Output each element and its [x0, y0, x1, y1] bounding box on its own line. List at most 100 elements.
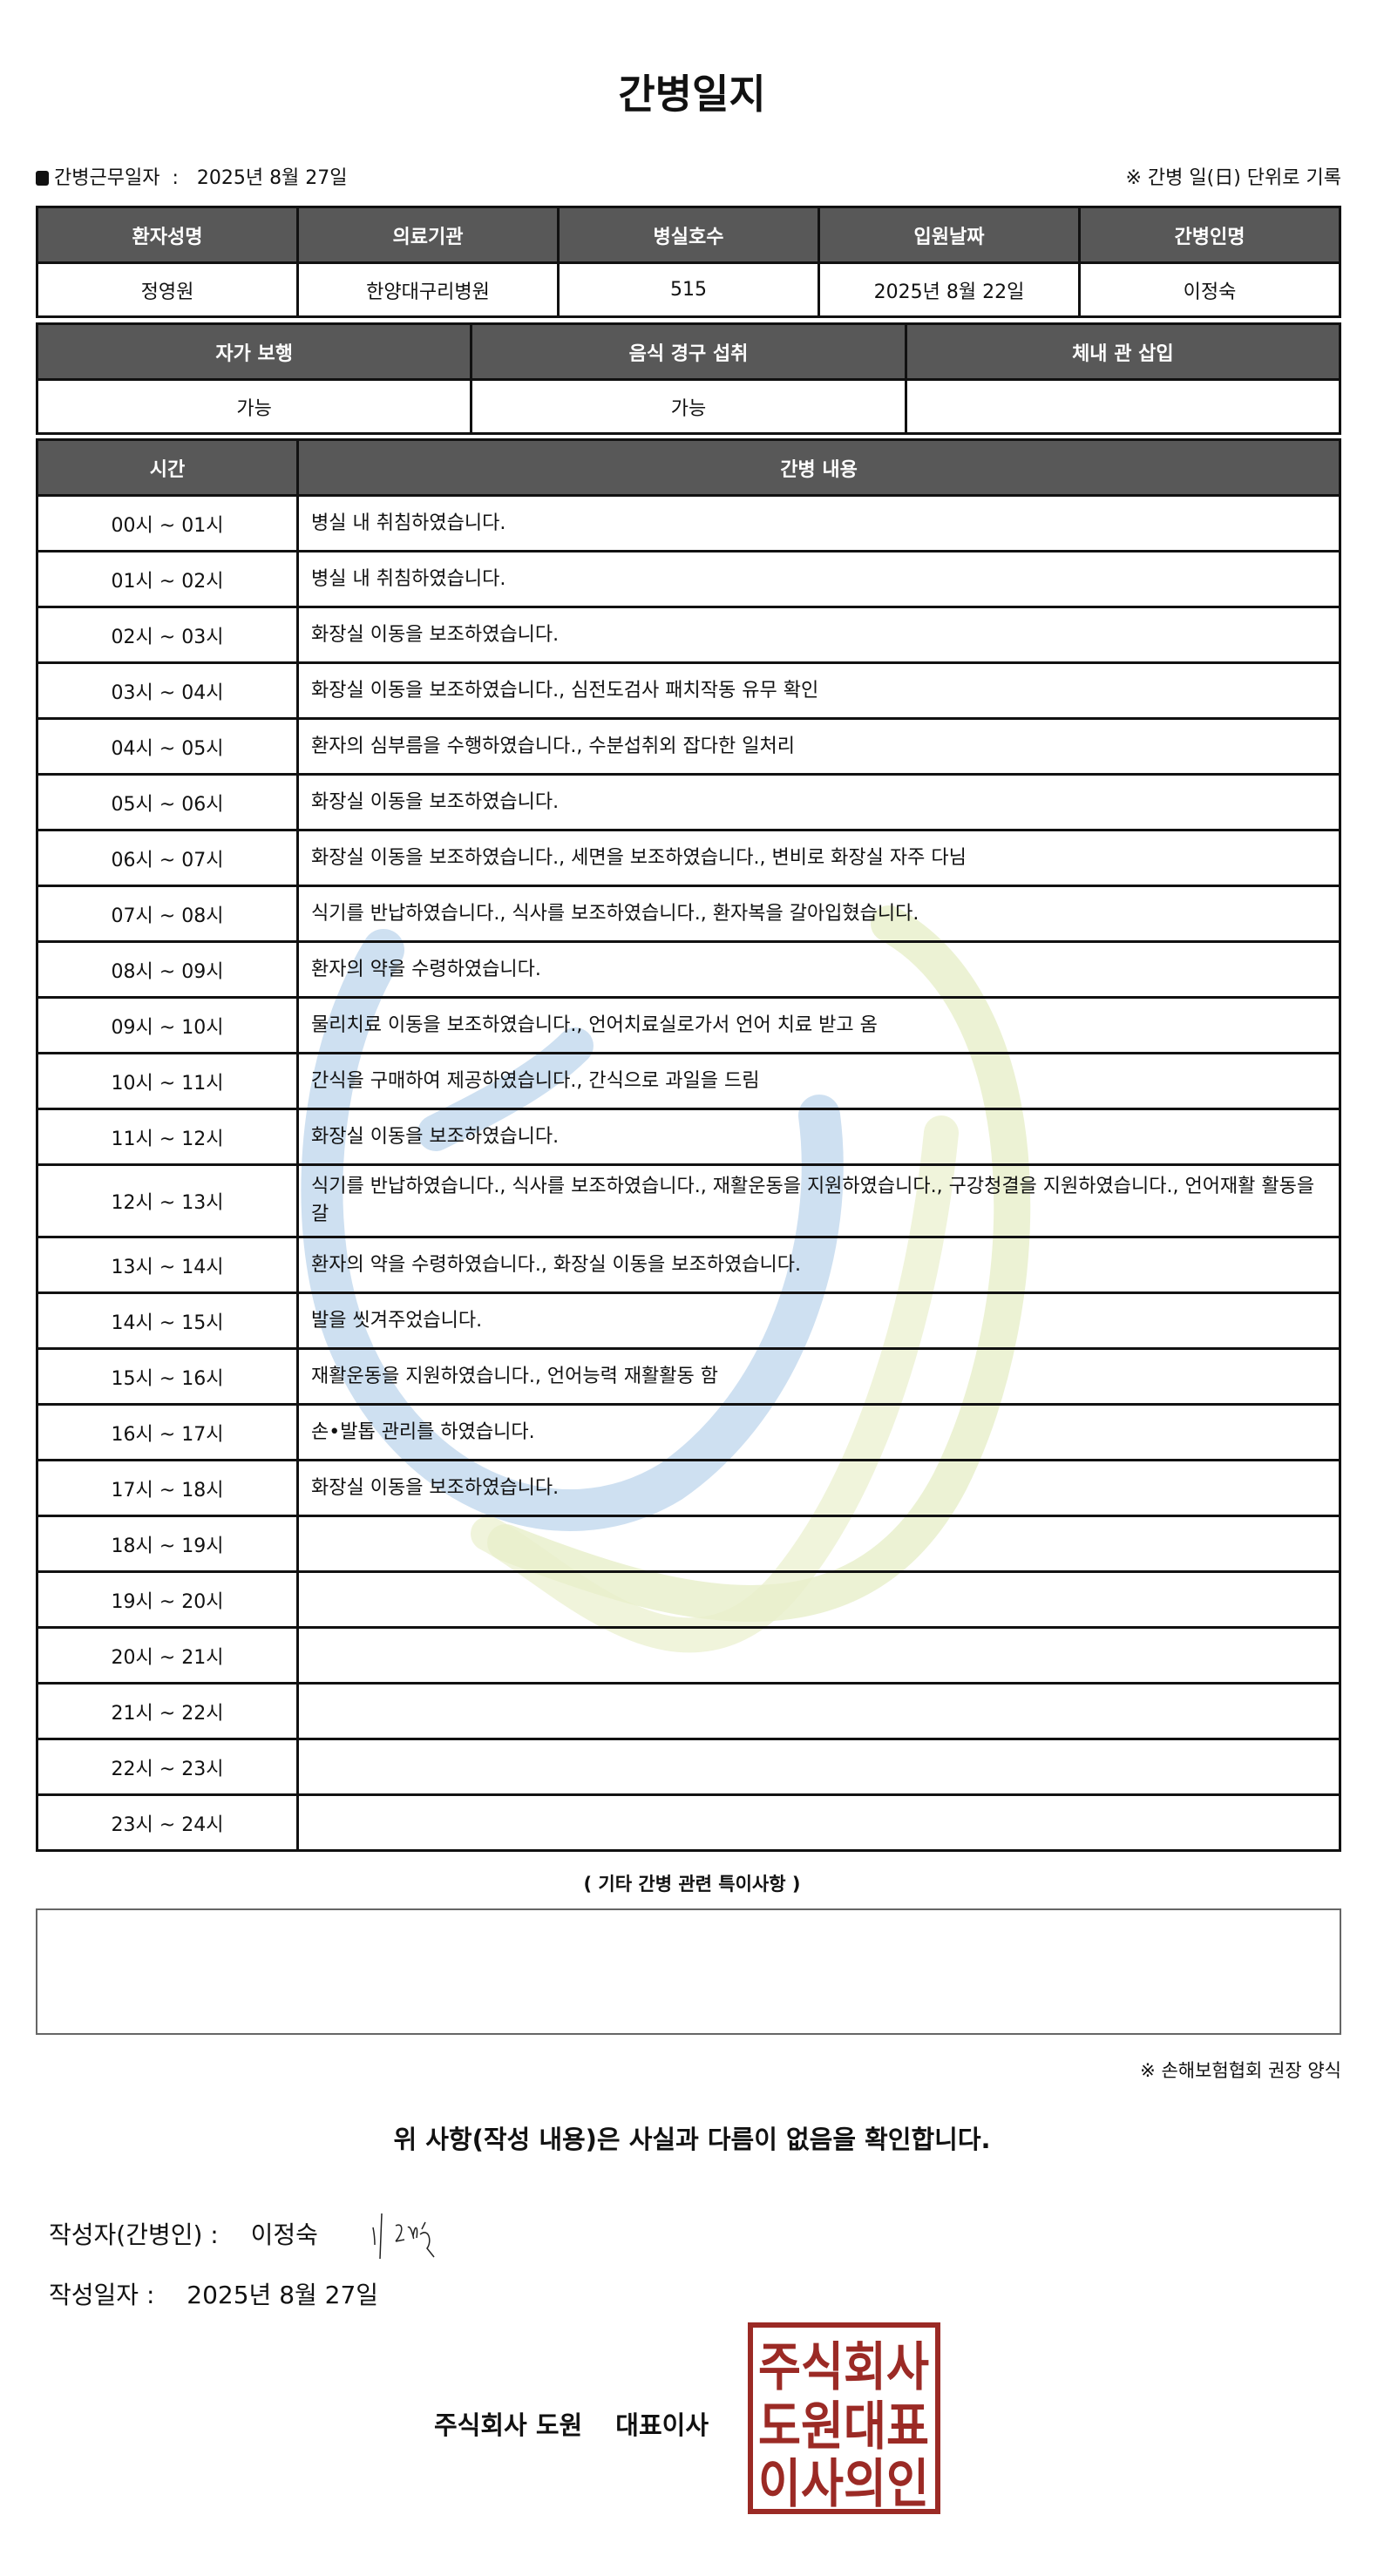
self-walking: 가능	[35, 378, 473, 435]
log-time: 09시 ~ 10시	[36, 996, 299, 1054]
log-content: 식기를 반납하였습니다., 식사를 보조하였습니다., 재활운동을 지원하였습니…	[296, 1163, 1341, 1238]
log-time: 23시 ~ 24시	[36, 1793, 299, 1852]
log-row: 09시 ~ 10시 물리치료 이동을 보조하였습니다., 언어치료실로가서 언어 …	[36, 996, 1341, 1054]
record-note: ※ 간병 일(日) 단위로 기록	[1125, 167, 1342, 189]
header-content: 간병 내용	[296, 438, 1341, 497]
special-notes-box	[36, 1908, 1341, 2035]
log-row: 07시 ~ 08시 식기를 반납하였습니다., 식사를 보조하였습니다., 환자복…	[36, 885, 1341, 943]
log-time: 22시 ~ 23시	[36, 1738, 299, 1796]
log-row: 13시 ~ 14시 환자의 약을 수령하였습니다., 화장실 이동을 보조하였습니…	[36, 1236, 1341, 1294]
log-time: 01시 ~ 02시	[36, 550, 299, 608]
log-time: 21시 ~ 22시	[36, 1682, 299, 1740]
log-time: 07시 ~ 08시	[36, 885, 299, 943]
log-content	[296, 1793, 1341, 1852]
care-log-table: 시간 간병 내용 00시 ~ 01시 병실 내 취침하였습니다. 01시 ~ 02시 병…	[36, 438, 1341, 1852]
header-time: 시간	[36, 438, 299, 497]
log-row: 04시 ~ 05시 환자의 심부름을 수행하였습니다., 수분섭취외 잡다한 일처…	[36, 717, 1341, 776]
header-cell: 병실호수	[557, 206, 820, 264]
log-content: 화장실 이동을 보조하였습니다.	[296, 1459, 1341, 1517]
log-content: 간식을 구매하여 제공하였습니다., 간식으로 과일을 드림	[296, 1052, 1341, 1110]
header-cell: 환자성명	[36, 206, 299, 264]
header-cell: 체내 관 삽입	[904, 322, 1342, 381]
signature	[372, 2213, 435, 2260]
log-content	[296, 1626, 1341, 1685]
log-row: 12시 ~ 13시 식기를 반납하였습니다., 식사를 보조하였습니다., 재활운…	[36, 1163, 1341, 1238]
log-row: 16시 ~ 17시 손•발톱 관리를 하였습니다.	[36, 1403, 1341, 1461]
log-content	[296, 1570, 1341, 1629]
log-row: 23시 ~ 24시	[36, 1793, 1341, 1852]
log-row: 01시 ~ 02시 병실 내 취침하였습니다.	[36, 550, 1341, 608]
log-row: 14시 ~ 15시 발을 씻겨주었습니다.	[36, 1291, 1341, 1350]
log-content	[296, 1515, 1341, 1573]
log-content: 화장실 이동을 보조하였습니다., 심전도검사 패치작동 유무 확인	[296, 661, 1341, 720]
log-time: 20시 ~ 21시	[36, 1626, 299, 1685]
log-content	[296, 1682, 1341, 1740]
written-date-label: 작성일자 :	[49, 2281, 155, 2309]
seal-graphic: 주식회사 도원대표 이사의인	[758, 2337, 929, 2515]
log-row: 15시 ~ 16시 재활운동을 지원하였습니다., 언어능력 재활활동 함	[36, 1347, 1341, 1406]
log-time: 08시 ~ 09시	[36, 940, 299, 999]
header-cell: 간병인명	[1078, 206, 1341, 264]
log-time: 10시 ~ 11시	[36, 1052, 299, 1110]
svg-text:도원대표: 도원대표	[758, 2396, 929, 2457]
log-time: 14시 ~ 15시	[36, 1291, 299, 1350]
tube-insertion	[904, 378, 1342, 435]
log-content: 환자의 약을 수령하였습니다., 화장실 이동을 보조하였습니다.	[296, 1236, 1341, 1294]
log-time: 15시 ~ 16시	[36, 1347, 299, 1406]
log-row: 22시 ~ 23시	[36, 1738, 1341, 1796]
room-number: 515	[557, 261, 820, 318]
company-seal-stamp: 주식회사 도원대표 이사의인	[748, 2322, 940, 2515]
log-row: 02시 ~ 03시 화장실 이동을 보조하였습니다.	[36, 606, 1341, 664]
log-content: 화장실 이동을 보조하였습니다., 세면을 보조하였습니다., 변비로 화장실 …	[296, 829, 1341, 887]
log-time: 05시 ~ 06시	[36, 773, 299, 831]
svg-text:이사의인: 이사의인	[758, 2454, 929, 2509]
log-row: 10시 ~ 11시 간식을 구매하여 제공하였습니다., 간식으로 과일을 드림	[36, 1052, 1341, 1110]
log-row: 00시 ~ 01시 병실 내 취침하였습니다.	[36, 494, 1341, 552]
oral-intake: 가능	[470, 378, 907, 435]
log-row: 08시 ~ 09시 환자의 약을 수령하였습니다.	[36, 940, 1341, 999]
header-cell: 의료기관	[296, 206, 560, 264]
log-content: 병실 내 취침하였습니다.	[296, 550, 1341, 608]
ceo-title: 대표이사	[615, 2410, 709, 2440]
page-title: 간병일지	[618, 71, 766, 118]
log-time: 04시 ~ 05시	[36, 717, 299, 776]
caregiver-name: 이정숙	[1078, 261, 1341, 318]
log-content: 환자의 약을 수령하였습니다.	[296, 940, 1341, 999]
work-date-value: 2025년 8월 27일	[196, 167, 348, 189]
log-content: 화장실 이동을 보조하였습니다.	[296, 606, 1341, 664]
written-date: 2025년 8월 27일	[187, 2281, 379, 2309]
log-time: 16시 ~ 17시	[36, 1403, 299, 1461]
log-time: 17시 ~ 18시	[36, 1459, 299, 1517]
status-table: 자가 보행 음식 경구 섭취 체내 관 삽입 가능 가능	[35, 322, 1342, 435]
svg-text:주식회사: 주식회사	[758, 2337, 929, 2398]
writer-label: 작성자(간병인) :	[49, 2220, 219, 2249]
log-row: 03시 ~ 04시 화장실 이동을 보조하였습니다., 심전도검사 패치작동 유무…	[36, 661, 1341, 720]
company-name: 주식회사 도원	[434, 2410, 583, 2440]
log-row: 11시 ~ 12시 화장실 이동을 보조하였습니다.	[36, 1108, 1341, 1166]
log-row: 18시 ~ 19시	[36, 1515, 1341, 1573]
bullet-square-icon	[36, 171, 49, 186]
work-date: 간병근무일자 : 2025년 8월 27일	[36, 162, 348, 190]
log-time: 18시 ~ 19시	[36, 1515, 299, 1573]
admission-date: 2025년 8월 22일	[818, 261, 1081, 318]
log-time: 00시 ~ 01시	[36, 494, 299, 552]
confirmation-statement: 위 사항(작성 내용)은 사실과 다름이 없음을 확인합니다.	[393, 2125, 991, 2154]
log-time: 06시 ~ 07시	[36, 829, 299, 887]
log-time: 12시 ~ 13시	[36, 1163, 299, 1238]
hospital: 한양대구리병원	[296, 261, 560, 318]
log-time: 03시 ~ 04시	[36, 661, 299, 720]
form-source: ※ 손해보험협회 권장 양식	[1140, 2060, 1341, 2081]
log-content: 병실 내 취침하였습니다.	[296, 494, 1341, 552]
log-row: 21시 ~ 22시	[36, 1682, 1341, 1740]
log-row: 20시 ~ 21시	[36, 1626, 1341, 1685]
company-signature-line: 주식회사 도원 대표이사	[434, 2405, 709, 2442]
log-content: 손•발톱 관리를 하였습니다.	[296, 1403, 1341, 1461]
log-time: 19시 ~ 20시	[36, 1570, 299, 1629]
log-content	[296, 1738, 1341, 1796]
log-row: 17시 ~ 18시 화장실 이동을 보조하였습니다.	[36, 1459, 1341, 1517]
log-content: 환자의 심부름을 수행하였습니다., 수분섭취외 잡다한 일처리	[296, 717, 1341, 776]
log-content: 재활운동을 지원하였습니다., 언어능력 재활활동 함	[296, 1347, 1341, 1406]
log-time: 13시 ~ 14시	[36, 1236, 299, 1294]
work-date-label: 간병근무일자	[54, 167, 160, 189]
log-row: 19시 ~ 20시	[36, 1570, 1341, 1629]
